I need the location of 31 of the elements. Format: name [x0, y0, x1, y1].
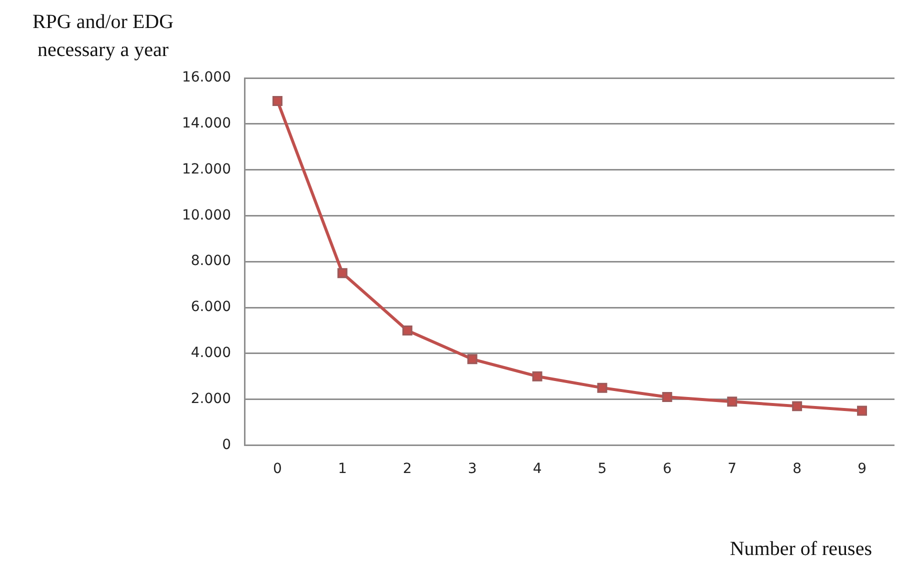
point	[857, 406, 868, 416]
y-tick-label: 14.000	[182, 116, 231, 132]
y-axis-title: RPG and/or EDG necessary a year	[31, 10, 175, 63]
point	[597, 382, 608, 393]
x-tick-label: 4	[532, 461, 542, 478]
y-tick-label: 10.000	[182, 207, 231, 224]
x-tick-label: 3	[468, 461, 477, 478]
y-tick-label: 6.000	[190, 299, 231, 316]
y-tick-label: 0	[222, 436, 231, 453]
point	[727, 396, 738, 407]
x-tick-label: 2	[402, 461, 412, 478]
point	[467, 354, 478, 364]
x-tick-label: 7	[728, 461, 737, 478]
point	[662, 392, 672, 402]
point	[337, 268, 348, 278]
x-tick-label: 9	[858, 461, 866, 478]
y-tick-label: 12.000	[182, 161, 231, 178]
y-tick-label: 8.000	[190, 253, 231, 270]
point	[792, 401, 802, 412]
y-tick-label: 2.000	[190, 390, 231, 407]
x-tick-label: 5	[598, 461, 607, 478]
y-tick-label: 16.000	[182, 70, 231, 86]
point	[272, 96, 282, 106]
point	[532, 371, 542, 382]
x-tick-label: 0	[273, 461, 282, 478]
y-tick-label: 4.000	[190, 345, 231, 362]
x-axis-title: Number of reuses	[730, 538, 872, 561]
x-tick-label: 6	[662, 461, 672, 478]
x-tick-label: 8	[792, 461, 802, 478]
x-tick-label: 1	[338, 461, 347, 478]
point	[402, 325, 412, 336]
